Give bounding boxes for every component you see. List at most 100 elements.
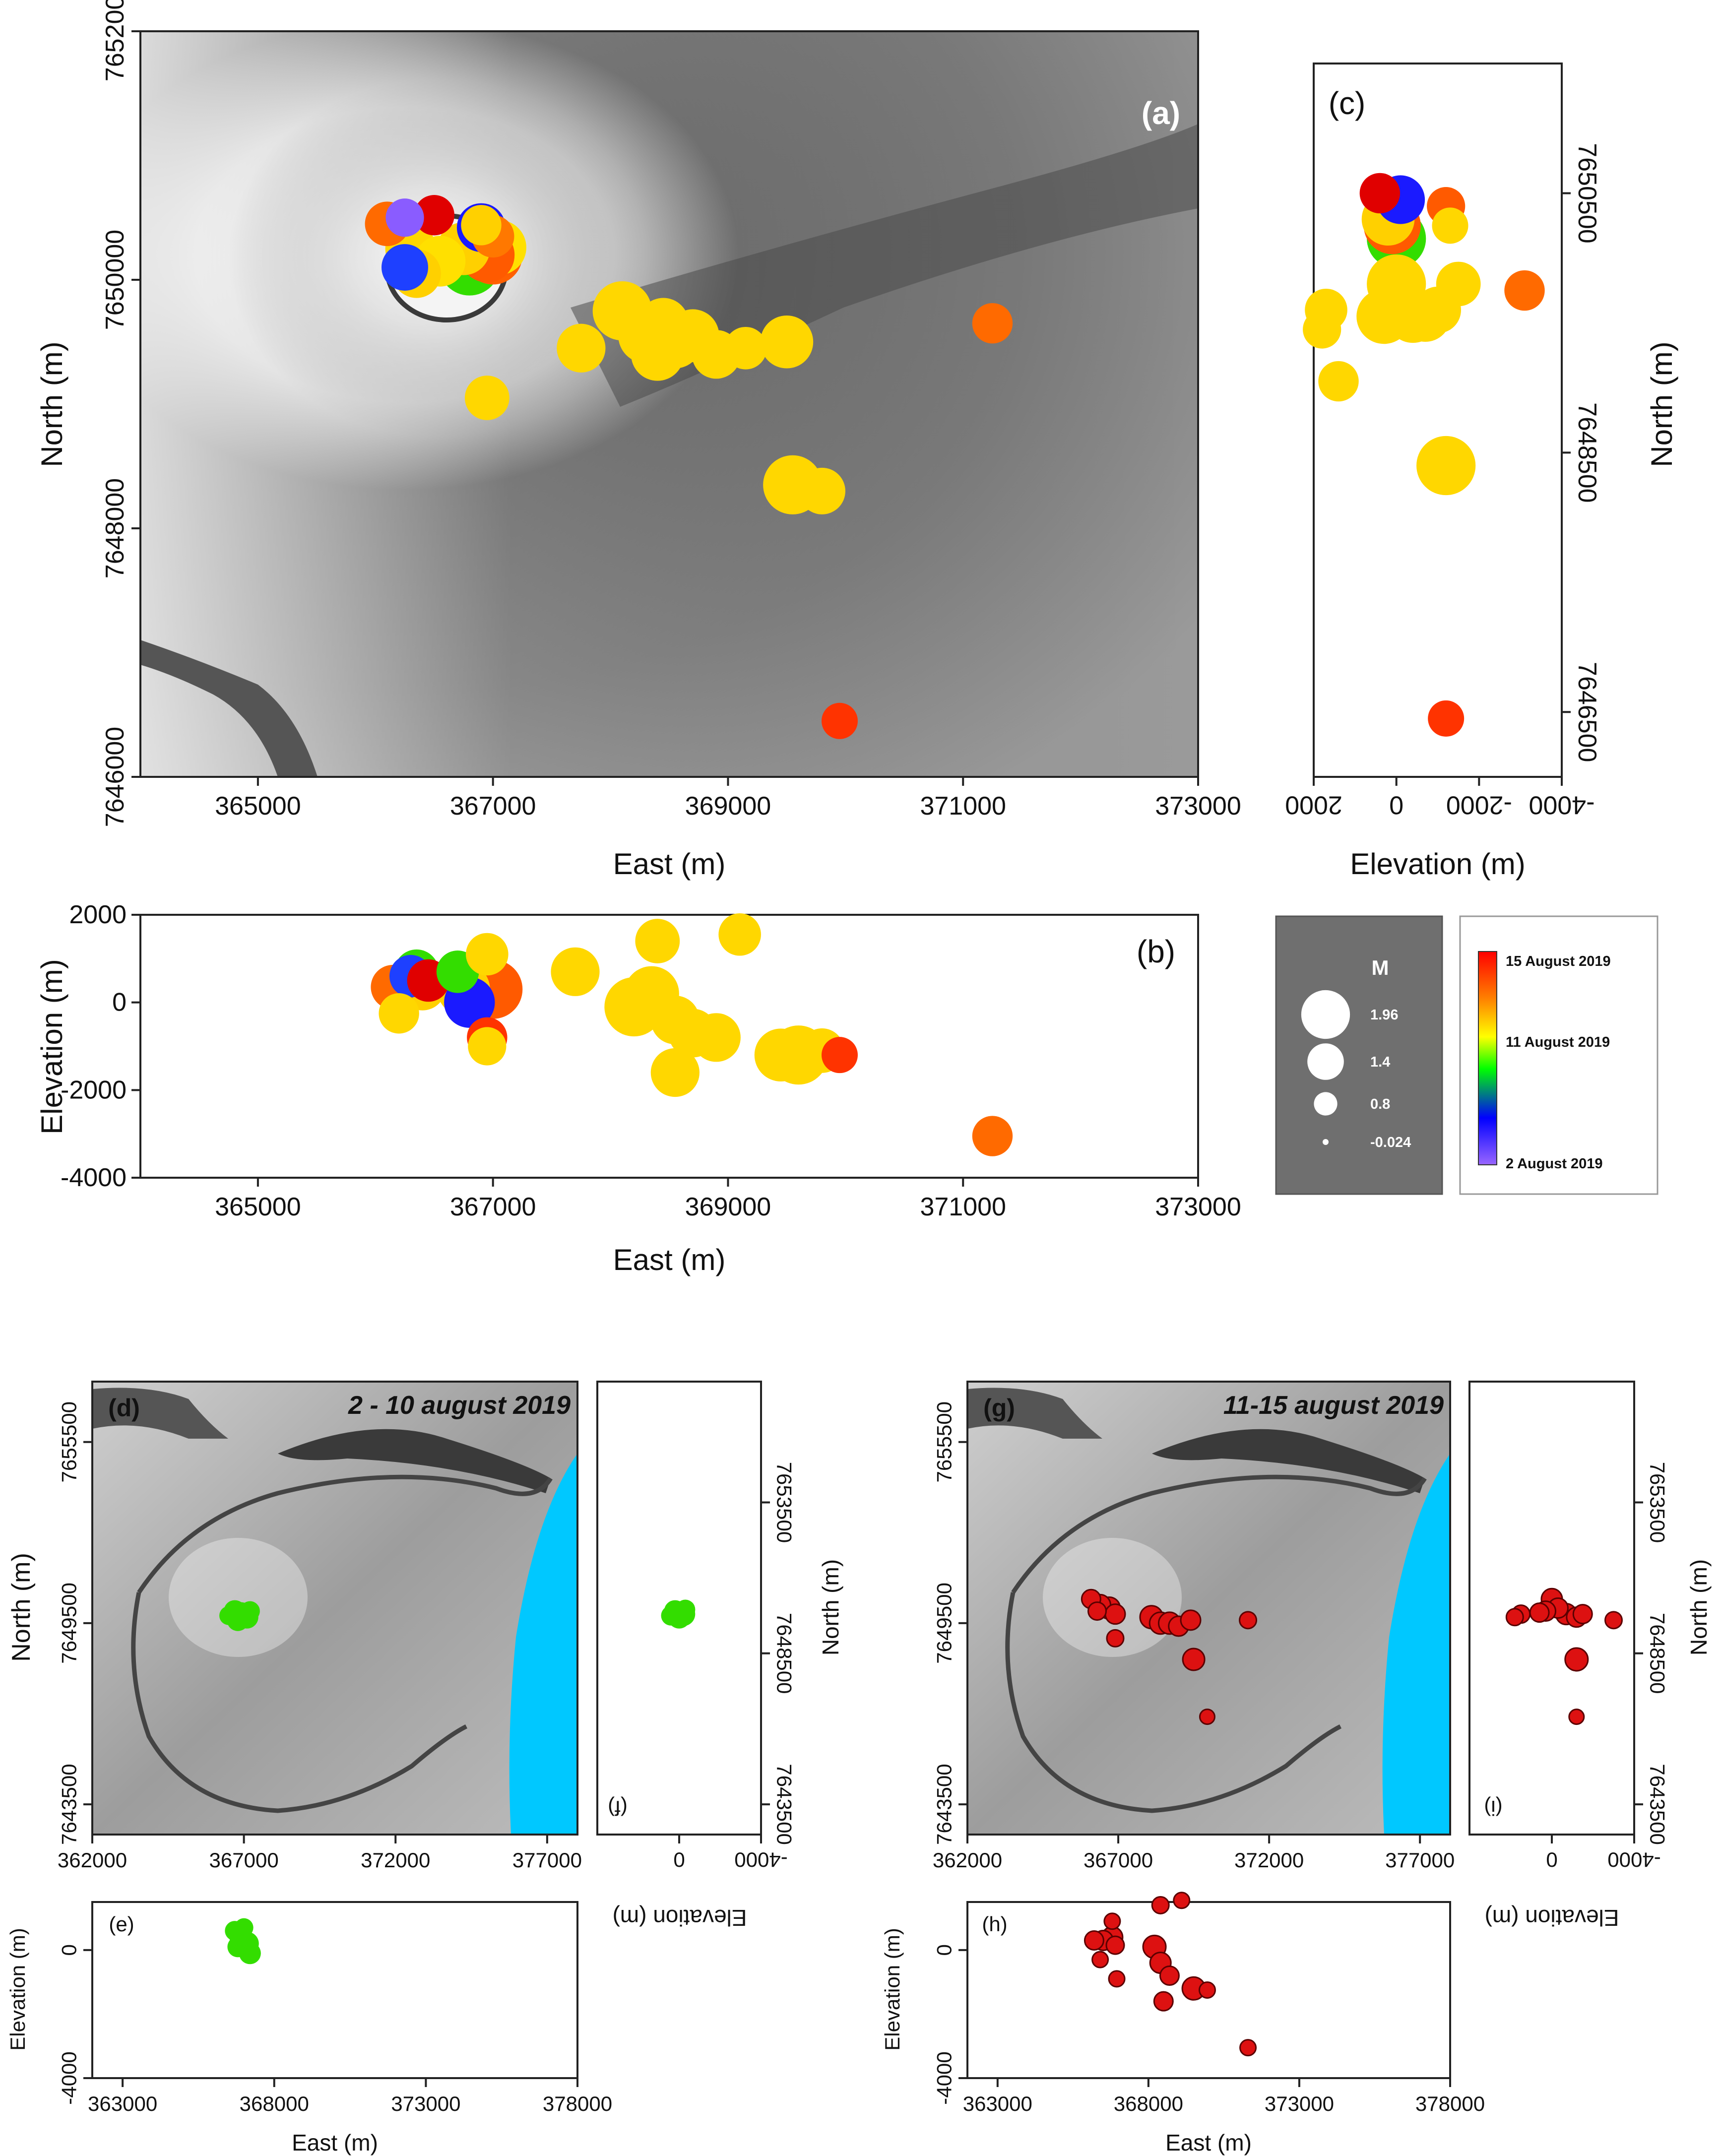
event-point: [692, 1013, 741, 1062]
event-point: [1239, 1611, 1258, 1630]
event-point: [724, 326, 767, 370]
size-legend-circle: [1301, 990, 1350, 1039]
y-tick-label: -4000: [61, 1163, 127, 1192]
size-legend-circle: [1314, 1092, 1338, 1116]
event-point: [1084, 1930, 1104, 1951]
size-legend-title: M: [1372, 956, 1389, 979]
y-tick-label: 7649500: [933, 1583, 956, 1664]
event-point: [1159, 1965, 1180, 1986]
x-tick-label: 373000: [391, 2092, 460, 2115]
panel-d-label: (d): [108, 1394, 140, 1422]
x-tick-label: -4000: [1607, 1848, 1660, 1872]
event-point: [1087, 1601, 1107, 1621]
panel-i-axes: 0 -4000 7643500 7648500 7653500: [1546, 1462, 1669, 1872]
panel-d-hillshade: [91, 1381, 578, 1836]
x-tick-label: 2000: [1285, 791, 1342, 820]
event-point: [798, 467, 845, 514]
panel-a-ylabel: North (m): [35, 341, 68, 467]
y-tick-label: 7655500: [58, 1401, 81, 1483]
panel-h-ylabel: Elevation (m): [881, 1928, 904, 2050]
size-legend-value: 0.8: [1370, 1096, 1390, 1112]
panel-d-ylabel: North (m): [7, 1553, 36, 1662]
size-legend-circle: [1323, 1139, 1329, 1145]
panel-g-hillshade: [966, 1381, 1451, 1836]
event-point: [382, 244, 428, 291]
event-point: [1198, 1981, 1216, 1999]
x-tick-label: 368000: [1114, 2092, 1183, 2115]
panel-a-hillshade: [139, 30, 1199, 778]
x-tick-label: 0: [1389, 791, 1403, 820]
event-point: [551, 947, 600, 996]
event-point: [1103, 1912, 1121, 1930]
y-tick-label: 7648500: [1573, 402, 1601, 503]
event-point: [1432, 207, 1468, 244]
panel-c-xlabel: Elevation (m): [1350, 847, 1525, 881]
event-point: [821, 702, 858, 739]
event-point: [754, 1028, 808, 1081]
event-point: [1106, 1629, 1125, 1648]
panel-e-axes: 363000 368000 373000 378000 -4000 0: [58, 1944, 612, 2115]
event-point: [1604, 1611, 1623, 1630]
panel-a-axes: 365000 367000 369000 371000 373000 7646000 764…: [101, 0, 1241, 827]
panel-i-xlabel: Elevation (m): [1485, 1905, 1619, 1931]
event-point: [464, 376, 510, 420]
panel-h-label: (h): [982, 1912, 1007, 1936]
event-point: [1173, 1892, 1191, 1909]
panel-f-frame: [596, 1381, 762, 1836]
x-tick-label: 373000: [1155, 792, 1241, 821]
panel-e-ylabel: Elevation (m): [6, 1928, 29, 2050]
panel-d-points: [219, 1600, 260, 1631]
panel-b-ylabel: Elevation (m): [35, 959, 68, 1134]
x-tick-label: 362000: [58, 1848, 127, 1872]
size-legend-circle: [1307, 1043, 1344, 1080]
y-tick-label: 7648000: [101, 478, 129, 578]
event-point: [635, 919, 680, 963]
size-legend-value: 1.96: [1370, 1007, 1398, 1023]
y-tick-label: 7652000: [101, 0, 129, 81]
x-tick-label: 0: [673, 1848, 685, 1872]
x-tick-label: 367000: [209, 1848, 279, 1872]
event-point: [1436, 261, 1481, 307]
y-tick-label: 7643500: [58, 1764, 81, 1845]
x-tick-label: 369000: [685, 1193, 771, 1221]
x-tick-label: 378000: [543, 2092, 612, 2115]
panel-f-xlabel: Elevation (m): [613, 1905, 747, 1931]
x-tick-label: 368000: [240, 2092, 309, 2115]
panel-e-label: (e): [109, 1912, 134, 1936]
x-tick-label: 367000: [450, 1193, 536, 1221]
y-tick-label: -4000: [933, 2051, 956, 2104]
event-point: [1564, 1647, 1589, 1672]
y-tick-label: 7648500: [772, 1613, 796, 1694]
panel-b-label: (b): [1137, 934, 1175, 969]
event-point: [650, 1048, 700, 1097]
x-tick-label: -4000: [1529, 791, 1595, 820]
panel-i-label: (i): [1484, 1796, 1502, 1820]
y-tick-label: 0: [933, 1944, 956, 1956]
event-point: [379, 993, 419, 1034]
event-point: [414, 195, 454, 236]
panel-g-axes: 362000 367000 372000 377000 7643500 7649500 76…: [933, 1401, 1455, 1872]
panel-g-label: (g): [983, 1394, 1015, 1422]
panel-h-xlabel: East (m): [1165, 2130, 1252, 2156]
x-tick-label: 365000: [215, 1193, 301, 1221]
event-point: [1091, 1951, 1109, 1968]
event-point: [1568, 1709, 1585, 1725]
event-point: [557, 323, 606, 373]
x-tick-label: 373000: [1155, 1193, 1241, 1221]
event-point: [385, 198, 424, 237]
event-point: [972, 303, 1013, 344]
panel-a-points: [365, 195, 1013, 739]
panel-f-axes: 0 -4000 7643500 7648500 7653500: [673, 1462, 796, 1872]
y-tick-label: 0: [112, 988, 127, 1017]
x-tick-label: 372000: [1234, 1848, 1304, 1872]
event-point: [821, 1037, 858, 1074]
panel-e-points: [225, 1918, 261, 1965]
y-tick-label: 0: [58, 1944, 81, 1956]
x-tick-label: 0: [1546, 1848, 1557, 1872]
panel-b-points: [371, 913, 1013, 1156]
y-tick-label: 7650500: [1573, 143, 1601, 243]
y-tick-label: 7650000: [101, 230, 129, 330]
event-point: [1153, 1991, 1174, 2012]
y-tick-label: 7646000: [101, 727, 129, 827]
